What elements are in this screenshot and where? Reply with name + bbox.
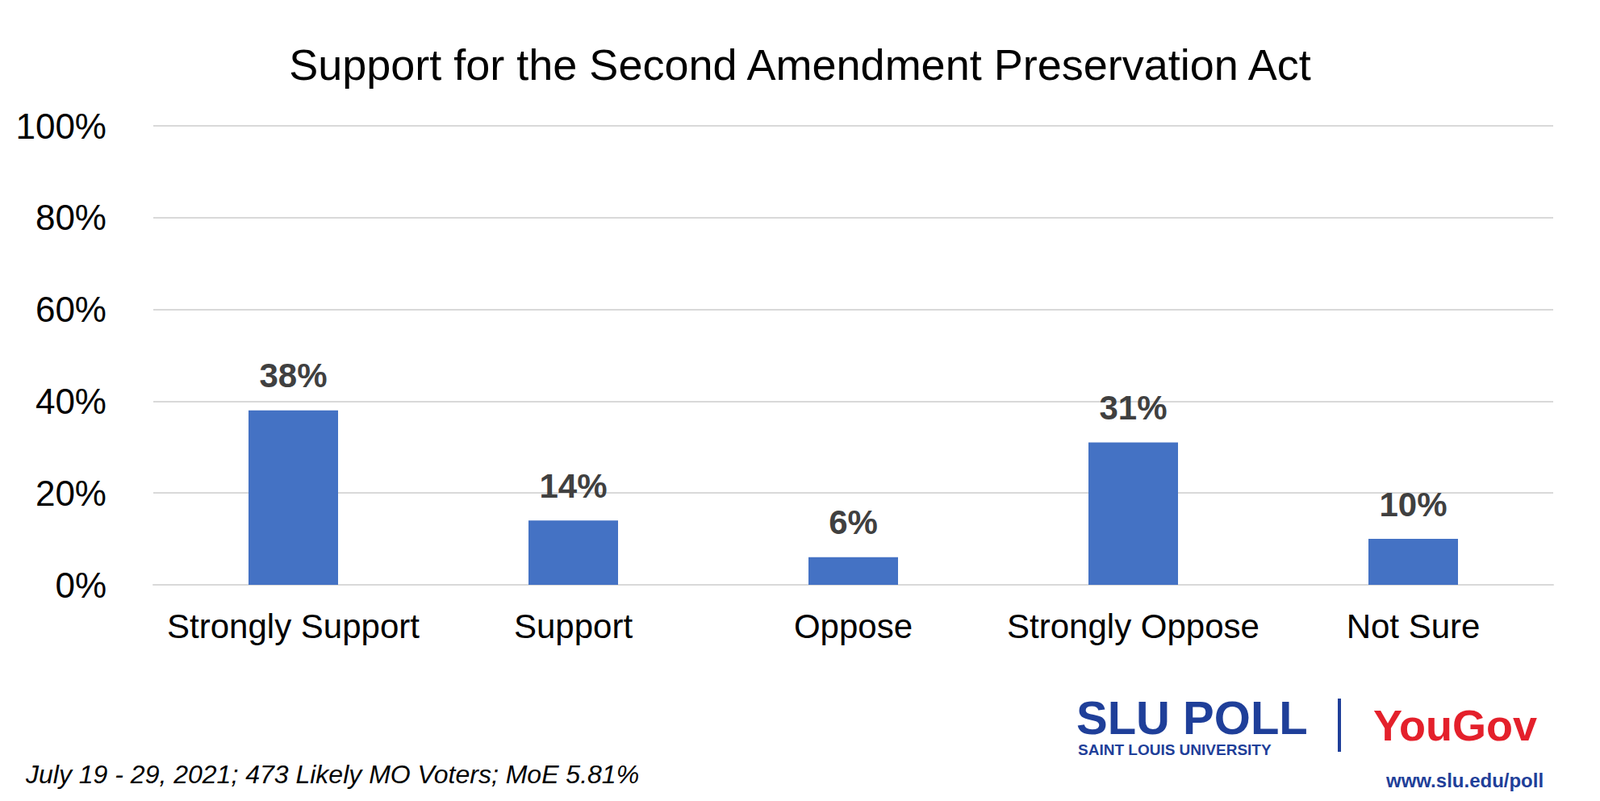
svg-text:Strongly Support: Strongly Support	[167, 607, 420, 646]
svg-text:SLU POLL: SLU POLL	[1076, 691, 1308, 744]
svg-text:Not Sure: Not Sure	[1346, 607, 1481, 646]
svg-text:80%: 80%	[35, 197, 107, 238]
svg-text:60%: 60%	[35, 289, 107, 330]
svg-text:Support: Support	[513, 607, 633, 646]
svg-text:31%: 31%	[1098, 388, 1167, 427]
svg-text:14%: 14%	[538, 467, 607, 506]
svg-text:40%: 40%	[35, 381, 107, 422]
svg-text:Support for the Second Amendme: Support for the Second Amendment Preserv…	[288, 40, 1312, 89]
svg-text:10%: 10%	[1378, 485, 1447, 524]
svg-text:20%: 20%	[35, 473, 107, 514]
svg-text:0%: 0%	[54, 565, 107, 606]
svg-text:6%: 6%	[828, 503, 878, 542]
svg-text:Oppose: Oppose	[793, 607, 913, 646]
svg-text:YouGov: YouGov	[1373, 701, 1538, 750]
svg-text:Strongly Oppose: Strongly Oppose	[1006, 607, 1260, 646]
svg-text:July 19 - 29, 2021; 473 Likely: July 19 - 29, 2021; 473 Likely MO Voters…	[25, 760, 640, 790]
svg-text:SAINT LOUIS UNIVERSITY: SAINT LOUIS UNIVERSITY	[1077, 741, 1272, 759]
svg-text:www.slu.edu/poll: www.slu.edu/poll	[1385, 769, 1544, 792]
svg-text:100%: 100%	[15, 106, 107, 147]
svg-text:38%: 38%	[259, 356, 327, 395]
